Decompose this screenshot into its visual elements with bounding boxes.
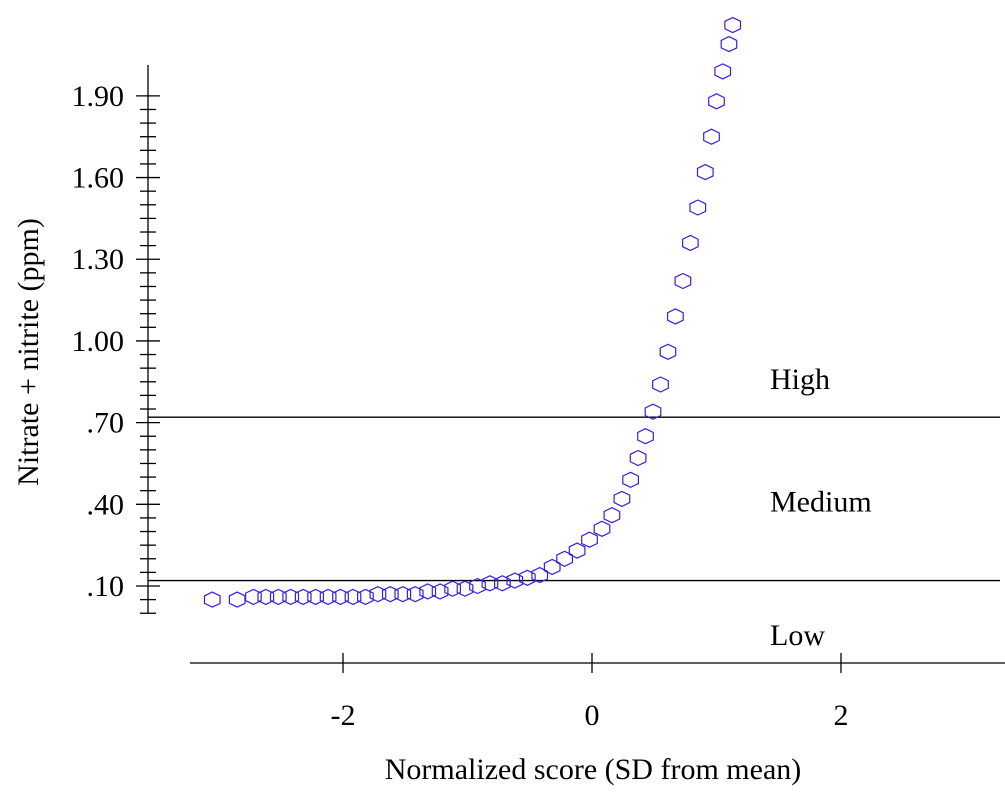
data-point	[720, 35, 738, 53]
data-point	[689, 199, 707, 216]
data-point	[652, 376, 669, 393]
data-point	[568, 542, 586, 559]
zone-labels: High Medium Low	[770, 363, 872, 652]
y-tick-label: .10	[87, 570, 125, 603]
data-point	[696, 163, 714, 181]
data-point	[666, 308, 684, 325]
data-point	[332, 588, 349, 606]
data-point	[708, 93, 725, 110]
data-point	[714, 63, 732, 80]
data-point	[245, 588, 262, 606]
data-point	[469, 577, 486, 595]
y-tick-label: 1.30	[72, 243, 125, 276]
data-point	[644, 403, 662, 420]
x-tick-label: -2	[331, 699, 356, 732]
data-point	[543, 558, 561, 576]
data-point	[282, 588, 300, 606]
y-tick-label: 1.60	[72, 162, 125, 195]
x-axis-title: Normalized score (SD from mean)	[385, 753, 802, 786]
data-point	[431, 583, 449, 600]
y-tick-label: .40	[87, 488, 125, 521]
data-point	[294, 588, 312, 606]
data-point	[531, 566, 549, 584]
data-point	[369, 586, 387, 603]
data-point	[613, 490, 631, 508]
data-point	[307, 588, 324, 606]
y-tick-label: 1.00	[72, 325, 125, 358]
zone-label-high: High	[770, 363, 830, 396]
reference-lines	[148, 416, 1000, 582]
y-axis-title: Nitrate + nitrite (ppm)	[12, 218, 45, 486]
data-point	[269, 588, 287, 606]
data-point	[381, 586, 399, 603]
data-point	[257, 588, 275, 606]
x-axis: -2 0 2	[190, 653, 1005, 732]
data-point	[203, 591, 221, 608]
data-point	[703, 128, 720, 145]
x-tick-label: 2	[834, 699, 849, 732]
x-tick-label: 0	[585, 699, 600, 732]
y-tick-label: .70	[87, 407, 125, 440]
data-point	[344, 588, 362, 606]
data-point	[581, 531, 598, 548]
data-point	[228, 591, 246, 608]
data-point	[659, 343, 677, 360]
data-point	[319, 588, 337, 606]
data-point	[394, 586, 412, 603]
data-point	[556, 550, 574, 567]
data-point	[593, 520, 611, 537]
y-axis: .10 .40 .70 1.00 1.30 1.60 1.90	[72, 65, 160, 614]
zone-label-medium: Medium	[770, 486, 872, 519]
data-point	[681, 234, 699, 252]
data-point	[406, 586, 424, 603]
data-point	[724, 16, 742, 34]
data-point	[357, 588, 374, 606]
data-points	[203, 16, 742, 608]
data-point	[456, 580, 474, 597]
data-point	[518, 569, 536, 586]
data-point	[674, 272, 692, 290]
data-point	[506, 572, 524, 589]
data-point	[494, 575, 511, 592]
data-point	[622, 471, 640, 488]
zone-label-low: Low	[770, 619, 825, 652]
data-point	[637, 428, 654, 445]
data-point	[444, 580, 461, 597]
y-tick-label: 1.90	[72, 80, 125, 113]
data-point	[481, 575, 499, 592]
data-point	[419, 583, 437, 600]
data-point	[629, 449, 647, 467]
data-point	[603, 507, 621, 524]
